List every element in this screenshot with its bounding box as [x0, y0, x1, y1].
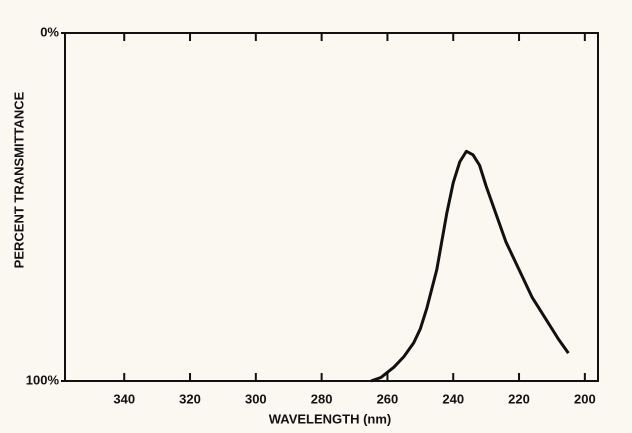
- x-tick-label: 200: [574, 391, 596, 406]
- y-axis-label: PERCENT TRANSMITTANCE: [11, 91, 26, 268]
- x-axis-label: WAVELENGTH (nm): [269, 411, 392, 426]
- x-tick-label: 280: [311, 391, 333, 406]
- plot-frame: [64, 32, 599, 382]
- y-tick-label: 100%: [26, 372, 60, 387]
- x-tick-label: 240: [442, 391, 464, 406]
- x-tick-label: 340: [113, 391, 135, 406]
- x-tick-label: 260: [377, 391, 399, 406]
- y-tick-label: 0%: [40, 24, 59, 39]
- data-line: [370, 149, 570, 383]
- x-tick-label: 220: [508, 391, 530, 406]
- x-tick-label: 320: [179, 391, 201, 406]
- x-tick-label: 300: [245, 391, 267, 406]
